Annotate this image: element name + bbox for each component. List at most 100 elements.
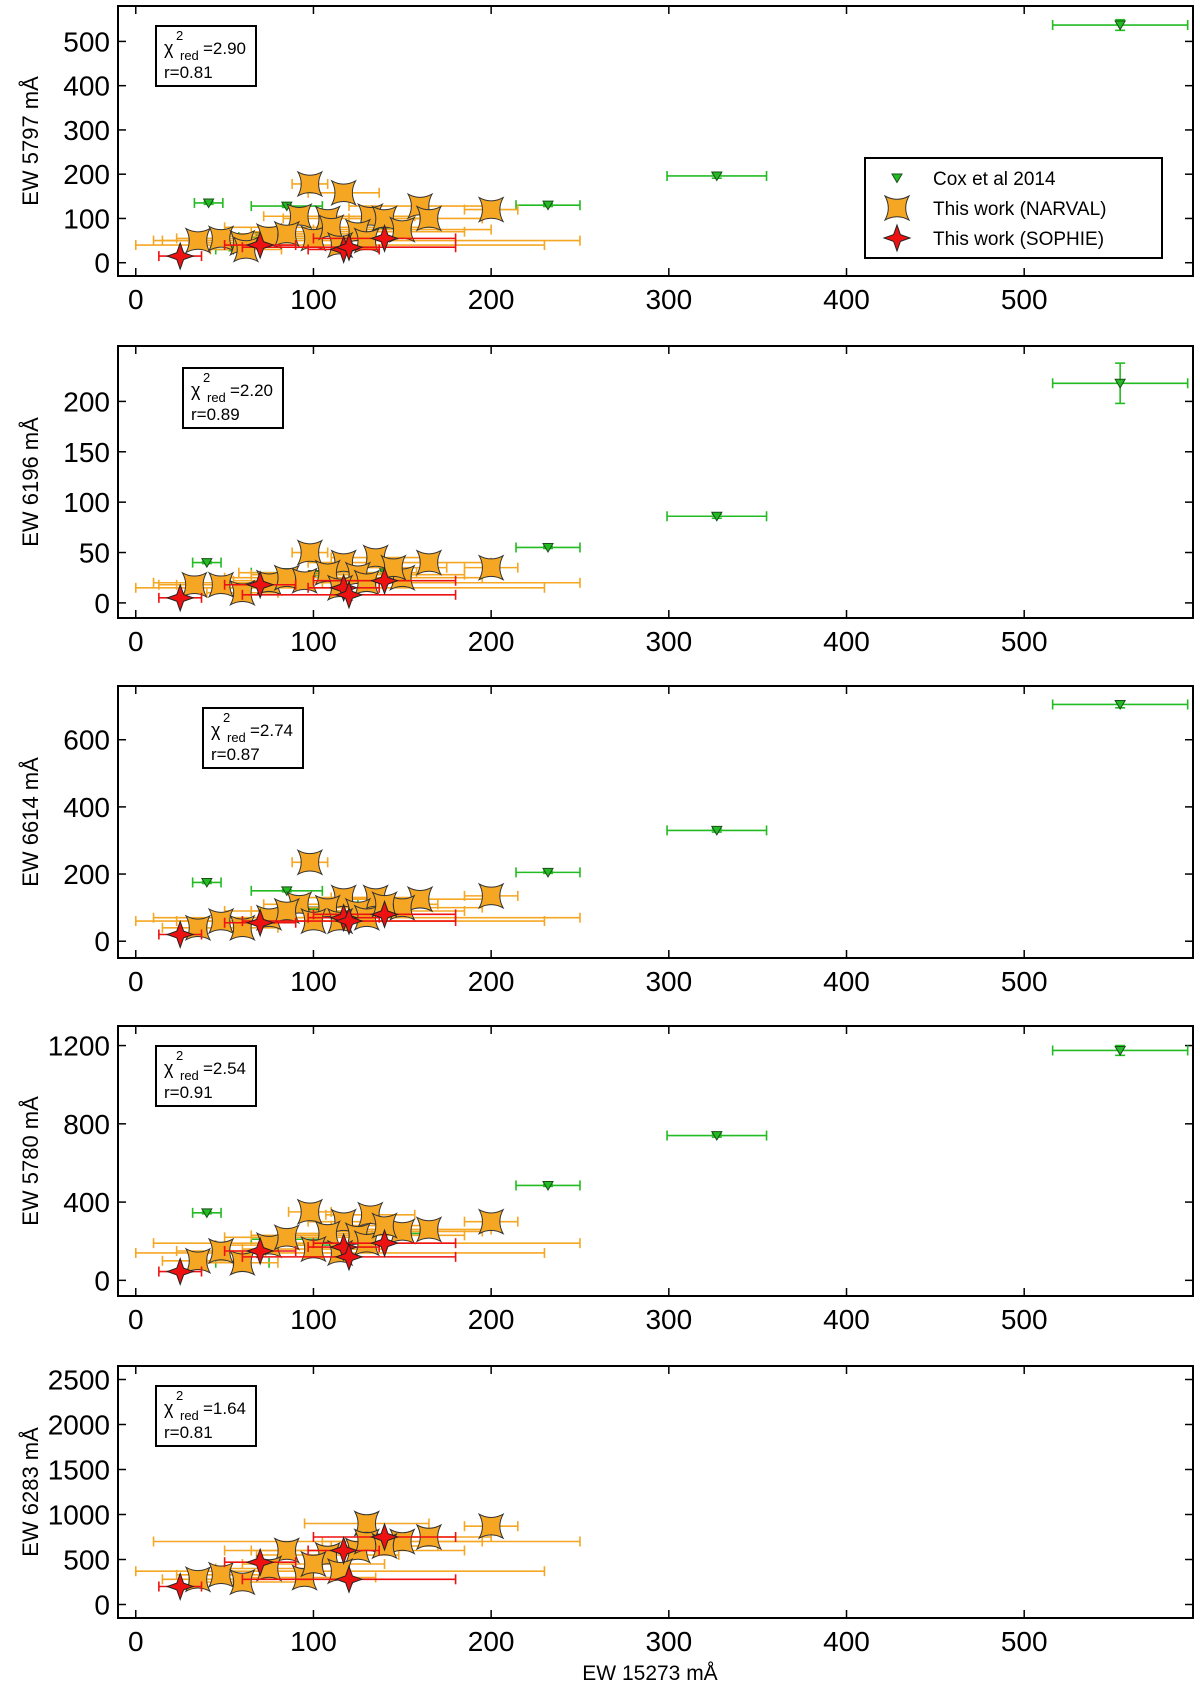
series-diamond-star	[158, 1228, 457, 1287]
data-point	[296, 849, 324, 876]
data-point	[415, 549, 443, 576]
x-tick-label: 100	[290, 1304, 337, 1335]
y-tick-label: 400	[63, 71, 110, 102]
x-tick-label: 300	[645, 966, 692, 997]
data-point	[330, 179, 357, 207]
x-tick-label: 500	[1001, 626, 1048, 657]
y-tick-label: 0	[94, 1265, 110, 1296]
y-tick-label: 200	[63, 859, 110, 890]
data-point	[207, 907, 235, 935]
y-tick-label: 600	[63, 725, 110, 756]
data-point	[389, 216, 416, 243]
x-tick-label: 300	[645, 626, 692, 657]
series-concave-star	[134, 1198, 581, 1277]
legend-label: This work (SOPHIE)	[933, 229, 1104, 250]
y-tick-label: 1500	[48, 1455, 110, 1486]
y-axis-label: EW 5780 mÅ	[18, 1096, 43, 1226]
stats-box: χ2 red =2.54 r=0.91	[155, 1045, 257, 1107]
data-point	[285, 202, 313, 230]
x-tick-label: 400	[823, 1626, 870, 1657]
chi-subscript: red	[180, 1068, 199, 1083]
chi-squared-value: =1.64	[203, 1399, 246, 1418]
data-point	[370, 899, 400, 929]
data-point	[1114, 378, 1127, 389]
data-point	[477, 196, 505, 223]
y-tick-label: 200	[63, 159, 110, 190]
data-point	[334, 1564, 364, 1594]
x-tick-label: 300	[645, 1626, 692, 1657]
data-point	[207, 1561, 235, 1589]
chi-subscript: red	[180, 1408, 199, 1423]
legend-marker	[891, 173, 903, 184]
data-point	[165, 1571, 195, 1602]
data-point	[296, 1198, 324, 1226]
x-axis-label: EW 15273 mÅ	[582, 1662, 717, 1685]
data-point	[273, 220, 301, 248]
data-point	[300, 1550, 327, 1578]
data-point	[273, 1224, 301, 1251]
y-axis-label: EW 5797 mÅ	[18, 76, 43, 206]
stats-box: χ2 red =2.20 r=0.89	[182, 367, 284, 429]
plot-frame	[117, 1025, 1194, 1297]
y-tick-label: 2000	[48, 1410, 110, 1441]
data-point	[165, 583, 195, 613]
x-tick-label: 500	[1001, 966, 1048, 997]
x-tick-label: 100	[290, 1626, 337, 1657]
stats-frame	[155, 1385, 257, 1447]
x-tick-label: 500	[1001, 284, 1048, 315]
y-tick-label: 0	[94, 926, 110, 957]
data-point	[329, 1535, 359, 1566]
y-axis-label: EW 6614 mÅ	[18, 757, 43, 887]
x-tick-label: 0	[128, 966, 144, 997]
legend-frame	[864, 157, 1163, 259]
data-point	[245, 1236, 275, 1266]
data-point	[296, 170, 324, 198]
data-point	[165, 1257, 195, 1287]
x-tick-label: 200	[468, 284, 515, 315]
chart-panel-4: 0 100 200 300 400 500 0 400 800 1200 EW 5780 mÅ χ2 r…	[18, 1025, 1194, 1335]
y-tick-label: 150	[63, 437, 110, 468]
x-tick-label: 0	[128, 626, 144, 657]
stats-box: χ2 red =1.64 r=0.81	[155, 1385, 257, 1447]
data-point	[200, 877, 213, 888]
stats-frame	[182, 367, 284, 429]
chi-squared-value: =2.90	[203, 39, 246, 58]
y-tick-label: 2500	[48, 1365, 110, 1396]
chi-superscript: 2	[203, 370, 210, 385]
y-tick-label: 200	[63, 386, 110, 417]
y-axis-label: EW 6196 mÅ	[18, 417, 43, 547]
x-tick-label: 400	[823, 284, 870, 315]
series-diamond-star	[158, 223, 457, 271]
x-tick-label: 500	[1001, 1626, 1048, 1657]
data-point	[334, 580, 364, 610]
chart-panel-5: 0 100 200 300 400 500 0 500 1000 1500 2000 2500 EW 6…	[18, 1365, 1194, 1657]
data-point	[165, 241, 195, 271]
chi-squared-label: χ	[164, 1058, 174, 1078]
data-point	[477, 554, 505, 581]
y-tick-label: 500	[63, 1545, 110, 1576]
chi-squared-value: =2.54	[203, 1059, 246, 1078]
legend-label: This work (NARVAL)	[933, 199, 1107, 220]
x-tick-label: 0	[128, 1304, 144, 1335]
chi-squared-value: =2.20	[230, 381, 273, 400]
data-point	[477, 1208, 505, 1235]
chi-superscript: 2	[176, 28, 183, 43]
series-diamond-star	[158, 1522, 457, 1602]
data-point	[542, 200, 554, 211]
correlation-value: r=0.91	[164, 1083, 213, 1102]
plot-frame	[117, 1365, 1194, 1619]
data-point	[542, 542, 554, 553]
x-tick-label: 0	[128, 1626, 144, 1657]
data-point	[477, 882, 505, 910]
correlation-value: r=0.81	[164, 63, 213, 82]
chi-subscript: red	[227, 730, 246, 745]
data-point	[371, 1212, 398, 1239]
x-tick-label: 300	[645, 284, 692, 315]
data-point	[1114, 1045, 1127, 1056]
chi-subscript: red	[180, 48, 199, 63]
data-point	[477, 1512, 505, 1540]
x-tick-label: 100	[290, 626, 337, 657]
x-tick-label: 400	[823, 966, 870, 997]
